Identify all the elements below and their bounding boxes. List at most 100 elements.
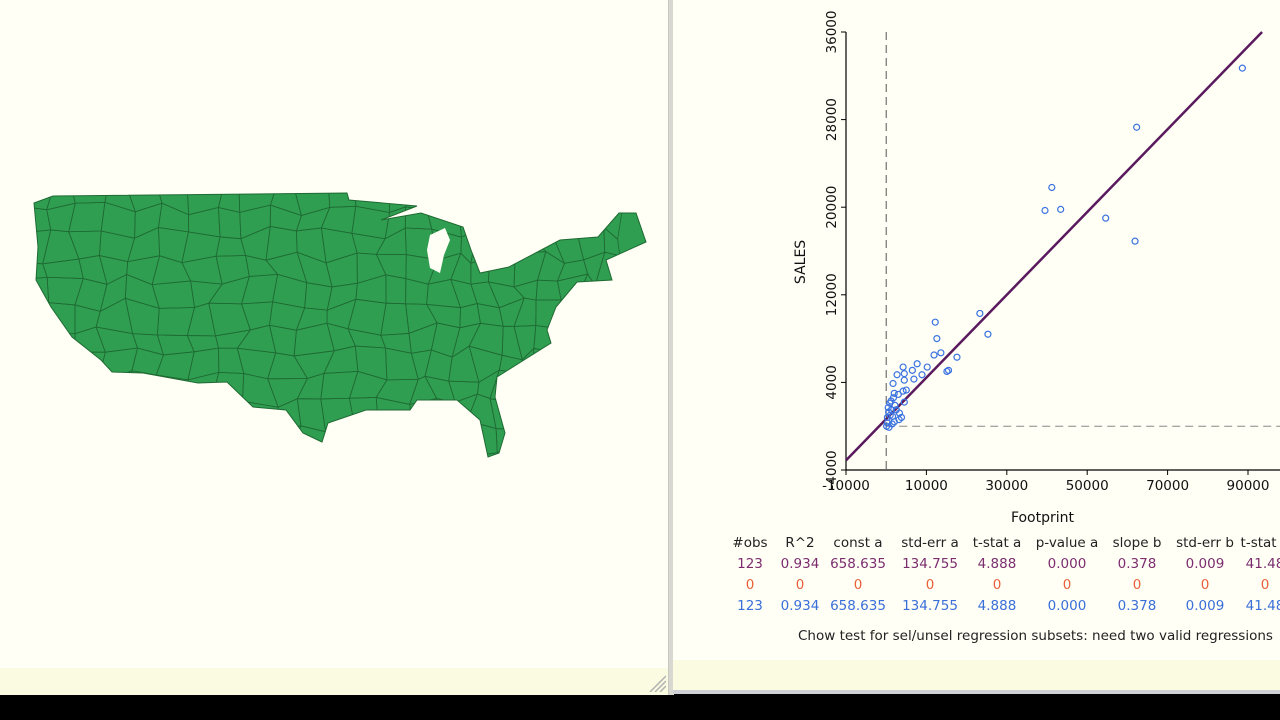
map-region: [264, 447, 306, 457]
map-region: [71, 395, 106, 430]
data-point: [900, 370, 908, 378]
us-outline: [33, 192, 647, 458]
data-point: [888, 420, 896, 428]
map-region: [599, 193, 624, 211]
stats-cell: 41.48: [1245, 556, 1280, 572]
data-point: [902, 386, 910, 394]
data-point: [1238, 64, 1246, 72]
stats-cell: 0: [1132, 577, 1142, 593]
y-tick-label: 28000: [824, 98, 840, 141]
stats-header: #obs: [732, 535, 768, 551]
map-region: [575, 346, 601, 384]
map-region: [533, 400, 562, 430]
chow-test-text: Chow test for sel/unsel regression subse…: [798, 628, 1273, 644]
x-tick-label: 30000: [985, 478, 1028, 494]
map-region: [424, 398, 456, 428]
scatter-plot[interactable]: -10000 10000 30000 50000 70000 90000 -4000 4000…: [673, 0, 1280, 530]
map-region: [575, 329, 597, 351]
data-point: [1041, 206, 1049, 215]
stats-cell: 4.888: [977, 556, 1017, 572]
map-region: [413, 445, 433, 457]
map-region: [71, 372, 104, 407]
y-tick-label: 4000: [824, 365, 840, 399]
map-region: [152, 405, 194, 433]
stats-cell: 0.934: [780, 556, 820, 572]
stats-header: t-stat a: [972, 535, 1022, 551]
map-region: [212, 417, 242, 453]
y-tick-label: 36000: [824, 11, 840, 54]
regression-line: [845, 31, 1263, 462]
panel-splitter[interactable]: [668, 0, 674, 695]
stats-cell: 123: [737, 598, 763, 614]
x-tick-label: 70000: [1146, 478, 1189, 494]
data-point: [899, 387, 907, 395]
data-point: [894, 390, 902, 399]
map-region: [152, 445, 191, 457]
y-tick-label: -4000: [824, 450, 840, 489]
data-point: [900, 376, 908, 384]
map-panel[interactable]: [0, 0, 668, 668]
us-map[interactable]: [0, 0, 668, 668]
map-region: [376, 421, 417, 446]
map-region: [517, 444, 542, 457]
map-region: [71, 424, 106, 457]
map-region: [207, 448, 244, 457]
map-region: [124, 418, 156, 447]
data-point: [889, 394, 898, 402]
data-point: [900, 398, 908, 406]
map-region: [594, 443, 623, 457]
map-region: [582, 373, 603, 408]
map-region: [446, 447, 473, 457]
map-region: [40, 372, 81, 407]
map-region: [34, 322, 47, 352]
stats-cell: 658.635: [830, 598, 886, 614]
stats-cell: 0: [1062, 577, 1072, 593]
map-region: [127, 445, 156, 457]
map-region: [531, 371, 562, 404]
resize-grip-icon[interactable]: [646, 672, 666, 692]
stats-header: R^2: [785, 535, 815, 551]
data-point: [1048, 183, 1056, 192]
map-region: [466, 193, 499, 217]
map-region: [128, 370, 157, 407]
map-region: [96, 370, 133, 407]
scatter-status-bar: [673, 660, 1280, 694]
map-region: [328, 450, 365, 457]
data-point: [923, 363, 931, 371]
map-region: [554, 328, 589, 354]
map-region: [324, 426, 364, 455]
map-region: [34, 447, 53, 457]
stats-cell: 0: [745, 577, 755, 593]
stats-header: const a: [833, 535, 883, 551]
map-region: [551, 371, 585, 408]
stats-cell: 0.378: [1117, 556, 1157, 572]
map-status-bar: [0, 668, 668, 695]
map-region: [551, 208, 588, 239]
map-region: [124, 400, 154, 424]
map-region: [452, 193, 476, 217]
map-region: [43, 395, 81, 430]
data-point: [984, 330, 992, 338]
map-region: [34, 371, 45, 407]
map-region: [594, 285, 626, 301]
map-region: [41, 332, 76, 353]
lake-michigan: [427, 228, 450, 273]
map-region: [466, 452, 505, 457]
data-point: [899, 363, 907, 371]
map-region: [556, 443, 586, 457]
taskbar: [0, 695, 1280, 720]
x-tick-label: 90000: [1227, 478, 1270, 494]
stats-header: std-err b: [1176, 535, 1234, 551]
map-region: [595, 297, 631, 332]
map-region: [597, 422, 622, 446]
scatter-panel[interactable]: [673, 0, 1280, 660]
map-region: [512, 193, 544, 211]
map-region: [152, 374, 194, 408]
data-point: [891, 401, 899, 409]
data-point: [1057, 205, 1065, 213]
map-region: [594, 322, 631, 351]
map-region: [447, 419, 473, 457]
x-tick-label: 10000: [905, 478, 948, 494]
map-region: [269, 425, 302, 449]
data-point: [885, 408, 893, 416]
